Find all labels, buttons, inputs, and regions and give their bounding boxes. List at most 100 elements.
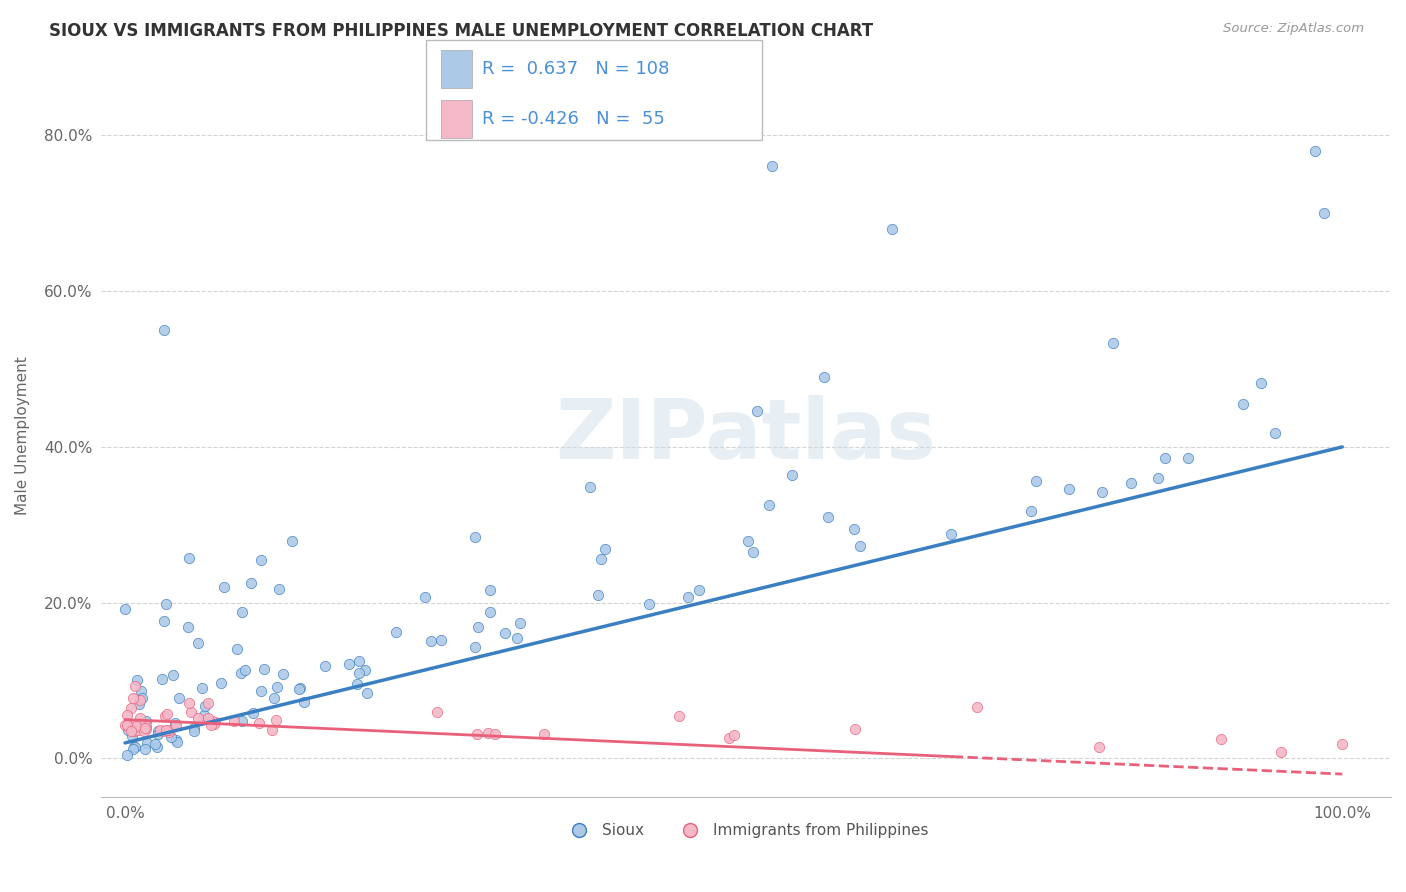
Point bbox=[347, 654, 370, 668]
Point bbox=[124, 740, 146, 755]
Point bbox=[149, 723, 172, 738]
Point bbox=[120, 723, 142, 738]
Point bbox=[135, 714, 157, 728]
Point bbox=[668, 708, 690, 723]
Point bbox=[464, 640, 486, 655]
Point bbox=[842, 522, 865, 536]
Point bbox=[506, 632, 529, 646]
Point bbox=[1091, 484, 1114, 499]
Point bbox=[204, 715, 226, 730]
Point bbox=[263, 690, 285, 705]
Point bbox=[419, 634, 441, 648]
Point bbox=[157, 723, 180, 738]
Point bbox=[202, 717, 225, 731]
Point bbox=[165, 716, 187, 731]
Point bbox=[136, 736, 159, 750]
Point bbox=[127, 723, 149, 738]
Point bbox=[132, 721, 155, 735]
Point bbox=[266, 681, 288, 695]
Point bbox=[430, 632, 453, 647]
Point bbox=[1154, 450, 1177, 465]
Point bbox=[637, 597, 659, 611]
Point bbox=[249, 552, 271, 566]
Point bbox=[939, 527, 962, 541]
Point bbox=[718, 731, 741, 746]
Point bbox=[152, 723, 174, 738]
Point bbox=[844, 722, 866, 736]
Point bbox=[346, 677, 368, 691]
Point bbox=[280, 533, 302, 548]
Point bbox=[146, 723, 169, 738]
Point bbox=[1313, 206, 1336, 220]
Point bbox=[758, 498, 780, 512]
Point bbox=[586, 588, 609, 602]
Text: ZIPatlas: ZIPatlas bbox=[555, 395, 936, 475]
Point bbox=[134, 742, 156, 756]
Point bbox=[193, 699, 215, 714]
Point bbox=[129, 716, 152, 731]
Point bbox=[1088, 739, 1111, 754]
Text: R =  0.637   N = 108: R = 0.637 N = 108 bbox=[482, 60, 669, 78]
Point bbox=[159, 731, 181, 745]
Point bbox=[464, 530, 486, 544]
Point bbox=[122, 742, 145, 756]
Point bbox=[479, 605, 502, 619]
Point bbox=[115, 718, 138, 732]
Point bbox=[1059, 482, 1081, 496]
Point bbox=[813, 369, 835, 384]
Point bbox=[288, 681, 311, 696]
Point bbox=[183, 723, 205, 738]
Point bbox=[1177, 450, 1199, 465]
Point bbox=[165, 718, 187, 732]
Point bbox=[249, 683, 271, 698]
Point bbox=[247, 716, 270, 731]
Point bbox=[384, 624, 406, 639]
Point bbox=[231, 665, 253, 680]
Point bbox=[127, 673, 149, 687]
Point bbox=[817, 510, 839, 524]
Point bbox=[426, 705, 449, 719]
Text: Source: ZipAtlas.com: Source: ZipAtlas.com bbox=[1223, 22, 1364, 36]
Point bbox=[183, 722, 205, 736]
Point bbox=[209, 676, 232, 690]
Point bbox=[146, 727, 169, 741]
Y-axis label: Male Unemployment: Male Unemployment bbox=[15, 356, 30, 515]
Point bbox=[156, 706, 179, 721]
Point bbox=[1250, 376, 1272, 391]
Point bbox=[1303, 144, 1326, 158]
Point bbox=[128, 697, 150, 711]
Point bbox=[761, 160, 783, 174]
Point bbox=[179, 550, 201, 565]
Point bbox=[166, 735, 188, 749]
Point bbox=[231, 605, 253, 619]
Point bbox=[155, 723, 177, 738]
Point bbox=[314, 659, 336, 673]
Point bbox=[128, 693, 150, 707]
Point bbox=[1270, 746, 1292, 760]
Point bbox=[477, 726, 499, 740]
Point bbox=[124, 679, 146, 693]
Point bbox=[150, 673, 173, 687]
Point bbox=[467, 620, 489, 634]
Point bbox=[233, 663, 256, 677]
Point bbox=[225, 642, 247, 657]
Point bbox=[153, 709, 176, 723]
Point bbox=[780, 467, 803, 482]
Point bbox=[114, 602, 136, 616]
Point bbox=[121, 730, 143, 744]
Point bbox=[127, 719, 149, 733]
Point bbox=[882, 221, 904, 235]
Point bbox=[509, 616, 531, 631]
Point bbox=[356, 686, 378, 700]
Point bbox=[494, 625, 516, 640]
Point bbox=[193, 708, 215, 723]
Point bbox=[131, 690, 153, 705]
Point bbox=[678, 590, 700, 604]
Point bbox=[966, 700, 988, 714]
Point bbox=[222, 714, 245, 728]
Point bbox=[200, 718, 222, 732]
Point bbox=[589, 551, 612, 566]
Point bbox=[180, 705, 202, 719]
Point bbox=[688, 582, 710, 597]
Point bbox=[187, 636, 209, 650]
